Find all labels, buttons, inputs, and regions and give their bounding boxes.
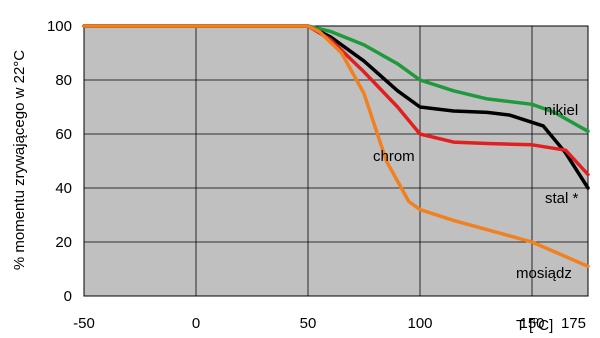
y-tick-label: 0 (64, 288, 72, 305)
y-tick-label: 80 (55, 72, 72, 89)
y-tick-label: 60 (55, 126, 72, 143)
x-axis-label-suffix: C] (538, 317, 553, 334)
series-label-mosiadz: mosiądz (516, 265, 572, 282)
x-tick-label: 175 (561, 315, 586, 332)
x-tick-label: 100 (407, 315, 432, 332)
series-label-stal: stal * (545, 190, 579, 207)
y-tick-label: 20 (55, 234, 72, 251)
series-label-chrom: chrom (373, 148, 415, 165)
y-tick-label: 100 (47, 18, 72, 35)
x-tick-label: 0 (192, 315, 200, 332)
x-axis-label: T [oC] (516, 315, 553, 334)
series-line (82, 24, 590, 190)
x-tick-label: -50 (73, 315, 95, 332)
y-tick-label: 40 (55, 180, 72, 197)
series-line (82, 24, 590, 134)
x-axis-label-prefix: T [ (516, 317, 534, 334)
x-tick-label: 50 (300, 315, 317, 332)
series-line (82, 24, 590, 269)
x-tick-label: 150 (519, 315, 544, 332)
x-axis-label-degree: o (533, 315, 538, 325)
plot-background (83, 25, 589, 297)
series-label-nikiel: nikiel (544, 102, 578, 119)
y-axis-label: % momentu zrywającego w 22°C (11, 50, 28, 270)
